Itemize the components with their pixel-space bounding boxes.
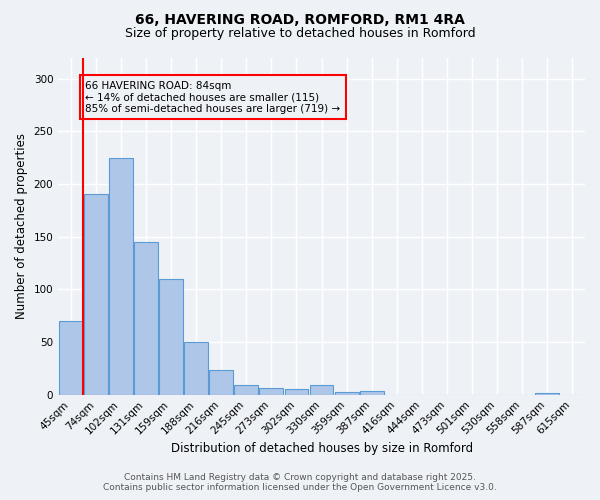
Bar — [109, 158, 133, 394]
Text: 66 HAVERING ROAD: 84sqm
← 14% of detached houses are smaller (115)
85% of semi-d: 66 HAVERING ROAD: 84sqm ← 14% of detache… — [85, 80, 340, 114]
Text: Contains HM Land Registry data © Crown copyright and database right 2025.
Contai: Contains HM Land Registry data © Crown c… — [103, 473, 497, 492]
Text: 66, HAVERING ROAD, ROMFORD, RM1 4RA: 66, HAVERING ROAD, ROMFORD, RM1 4RA — [135, 12, 465, 26]
X-axis label: Distribution of detached houses by size in Romford: Distribution of detached houses by size … — [170, 442, 473, 455]
Bar — [84, 194, 108, 394]
Bar — [284, 390, 308, 394]
Bar — [235, 385, 258, 394]
Bar — [184, 342, 208, 394]
Y-axis label: Number of detached properties: Number of detached properties — [15, 133, 28, 319]
Bar — [159, 279, 183, 394]
Bar — [209, 370, 233, 394]
Text: Size of property relative to detached houses in Romford: Size of property relative to detached ho… — [125, 28, 475, 40]
Bar — [335, 392, 359, 394]
Bar — [59, 321, 83, 394]
Bar — [535, 392, 559, 394]
Bar — [360, 390, 383, 394]
Bar — [134, 242, 158, 394]
Bar — [310, 385, 334, 394]
Bar — [259, 388, 283, 394]
